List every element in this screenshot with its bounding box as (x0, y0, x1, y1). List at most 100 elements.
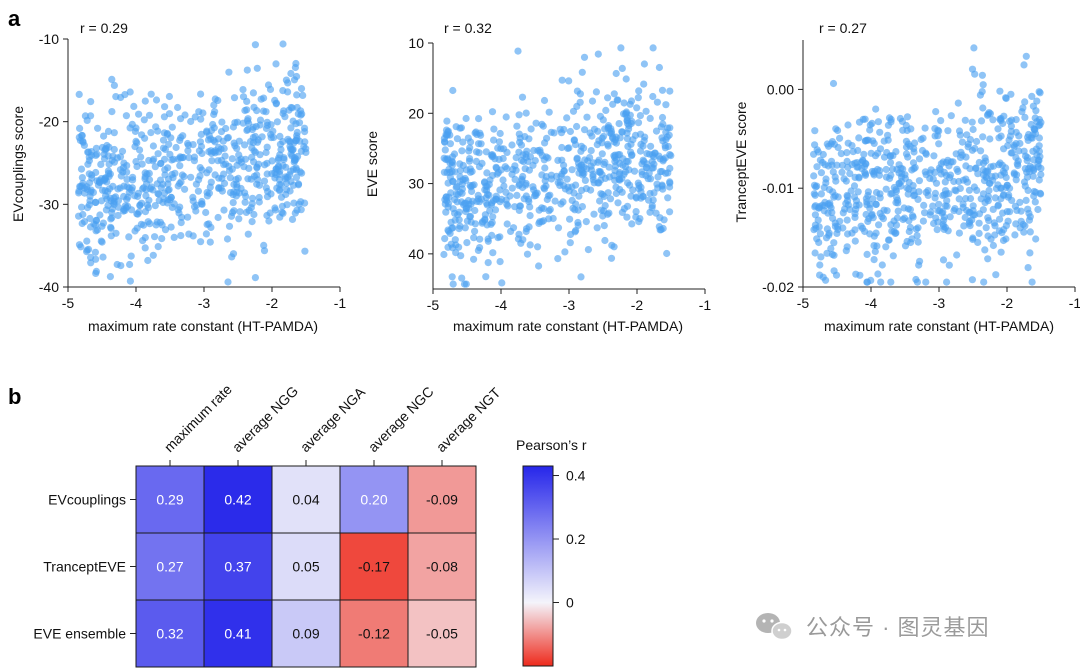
scatter-point (451, 196, 459, 204)
scatter-point (989, 116, 997, 124)
scatter-point (979, 104, 987, 112)
scatter-point (249, 89, 257, 97)
scatter-point (455, 243, 463, 251)
scatter-point (571, 141, 580, 149)
scatter-point (92, 255, 100, 263)
scatter-point (161, 226, 170, 234)
scatter-point (1034, 160, 1042, 168)
scatter-point (868, 211, 876, 219)
scatter-point (98, 222, 106, 230)
scatter-point (1012, 128, 1020, 136)
scatter-point (145, 111, 154, 119)
scatter-point (618, 128, 626, 136)
scatter-point (531, 157, 539, 165)
scatter-point (878, 213, 886, 221)
scatter-point (574, 221, 582, 229)
scatter-point (241, 155, 250, 163)
scatter-point (80, 218, 89, 226)
scatter-point (489, 249, 497, 257)
scatter-point (241, 198, 249, 206)
scatter-point (611, 162, 620, 170)
scatter-point (130, 102, 138, 110)
scatter-point (836, 134, 844, 142)
scatter-point (666, 87, 674, 95)
scatter-point (625, 125, 633, 133)
scatter-point (1031, 198, 1039, 206)
scatter-points (810, 44, 1045, 286)
scatter-point (189, 232, 197, 240)
scatter-point (1036, 121, 1044, 129)
scatter-point (489, 171, 497, 180)
scatter-point (453, 135, 461, 143)
scatter-point (445, 227, 453, 235)
scatter-point (816, 261, 824, 269)
scatter-point (982, 224, 990, 232)
scatter-point (915, 177, 924, 185)
scatter-point (874, 118, 883, 126)
x-tick-label: -1 (1069, 295, 1080, 311)
scatter-point (946, 213, 954, 221)
scatter-point (229, 191, 237, 199)
scatter-point (496, 258, 504, 266)
scatter-point (886, 152, 894, 160)
scatter-point (178, 171, 186, 179)
scatter-point (919, 134, 927, 142)
scatter-point (86, 197, 94, 205)
scatter-point (135, 110, 143, 118)
scatter-point (444, 243, 452, 251)
scatter-point (1000, 226, 1008, 234)
scatter-point (248, 144, 256, 152)
x-tick-label: -1 (334, 295, 347, 311)
scatter-point (448, 167, 456, 175)
scatter-point (893, 165, 901, 173)
heatmap-cell-label: 0.42 (224, 492, 251, 508)
scatter-point (882, 243, 890, 251)
scatter-point (912, 225, 920, 233)
scatter-point (114, 211, 122, 220)
scatter-point (184, 213, 192, 221)
scatter-point (844, 230, 852, 238)
scatter-point (227, 212, 236, 220)
scatter-point (479, 218, 487, 226)
scatter-point (889, 252, 897, 260)
scatter-point (887, 190, 895, 198)
scatter-point (161, 166, 169, 174)
y-axis-title: EVcouplings score (10, 106, 26, 222)
scatter-point (979, 133, 987, 141)
scatter-point (908, 212, 917, 220)
scatter-point (559, 198, 567, 206)
scatter-point (466, 168, 474, 176)
scatter-point (1022, 52, 1030, 60)
scatter-point (1011, 231, 1019, 239)
scatter-point (666, 183, 674, 191)
scatter-point (194, 187, 202, 195)
scatter-point (628, 152, 636, 160)
scatter-point (253, 64, 261, 72)
scatter-point (817, 169, 826, 177)
scatter-point (621, 110, 630, 118)
scatter-point (811, 211, 820, 219)
scatter-point (1037, 171, 1045, 179)
scatter-point (1021, 113, 1029, 121)
scatter-point (126, 124, 134, 132)
scatter-point (241, 106, 249, 115)
scatter-point (575, 169, 583, 177)
scatter-point (289, 117, 297, 125)
scatter-point (526, 203, 534, 211)
scatter-point (811, 127, 819, 135)
scatter-point (1029, 172, 1037, 180)
scatter-point (936, 207, 944, 215)
scatter-point (167, 223, 175, 231)
scatter-point (914, 238, 922, 246)
x-tick-label: -3 (563, 297, 576, 313)
scatter-point (663, 249, 671, 258)
scatter-point (617, 44, 625, 52)
scatter-point (214, 213, 222, 222)
scatter-point (832, 125, 840, 133)
scatter-point (551, 197, 559, 205)
heatmap-cell-label: 0.29 (156, 492, 183, 508)
scatter-point (131, 227, 139, 235)
scatter-point (638, 171, 646, 179)
heatmap-cell-label: 0.27 (156, 559, 183, 575)
scatter-point (1021, 98, 1029, 106)
